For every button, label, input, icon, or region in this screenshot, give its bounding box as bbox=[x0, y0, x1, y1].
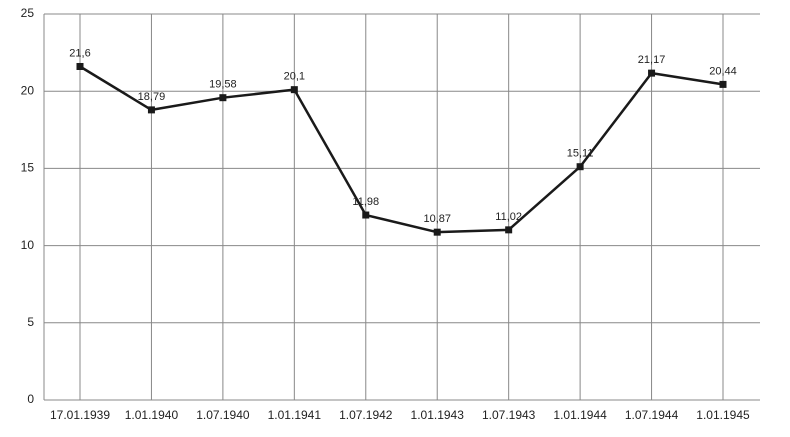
y-tick-label: 5 bbox=[27, 315, 34, 329]
data-label: 15,11 bbox=[567, 148, 594, 160]
data-label: 20,44 bbox=[709, 65, 737, 77]
y-tick-label: 10 bbox=[21, 238, 35, 252]
data-label: 11,02 bbox=[495, 211, 522, 223]
x-tick-label: 1.07.1943 bbox=[482, 408, 536, 422]
y-tick-label: 20 bbox=[21, 83, 35, 97]
data-label: 11,98 bbox=[352, 196, 379, 208]
x-tick-label: 1.01.1940 bbox=[125, 408, 179, 422]
x-tick-label: 17.01.1939 bbox=[50, 408, 110, 422]
marker bbox=[76, 62, 84, 70]
line bbox=[79, 65, 724, 234]
x-tick-label: 1.01.1941 bbox=[268, 408, 322, 422]
marker bbox=[505, 226, 513, 234]
marker bbox=[362, 211, 370, 219]
y-tick-label: 15 bbox=[21, 161, 35, 175]
x-tick-label: 1.01.1943 bbox=[411, 408, 465, 422]
y-tick-label: 25 bbox=[21, 6, 35, 20]
x-tick-label: 1.07.1944 bbox=[625, 408, 679, 422]
data-label: 19,58 bbox=[209, 79, 237, 91]
y-tick-label: 0 bbox=[27, 392, 34, 406]
marker bbox=[147, 106, 155, 114]
marker bbox=[219, 94, 227, 102]
marker bbox=[433, 228, 441, 236]
data-label: 10,87 bbox=[423, 213, 451, 225]
data-label: 21,6 bbox=[69, 47, 90, 59]
marker bbox=[290, 86, 298, 94]
data-label: 18,79 bbox=[138, 91, 166, 103]
data-label: 21,17 bbox=[638, 54, 666, 66]
x-tick-label: 1.01.1944 bbox=[553, 408, 607, 422]
data-label: 20,1 bbox=[284, 71, 305, 83]
x-tick-label: 1.07.1942 bbox=[339, 408, 393, 422]
x-tick-label: 1.07.1940 bbox=[196, 408, 250, 422]
marker bbox=[719, 80, 727, 88]
marker bbox=[576, 163, 584, 171]
x-tick-label: 1.01.1945 bbox=[696, 408, 750, 422]
marker bbox=[648, 69, 656, 77]
